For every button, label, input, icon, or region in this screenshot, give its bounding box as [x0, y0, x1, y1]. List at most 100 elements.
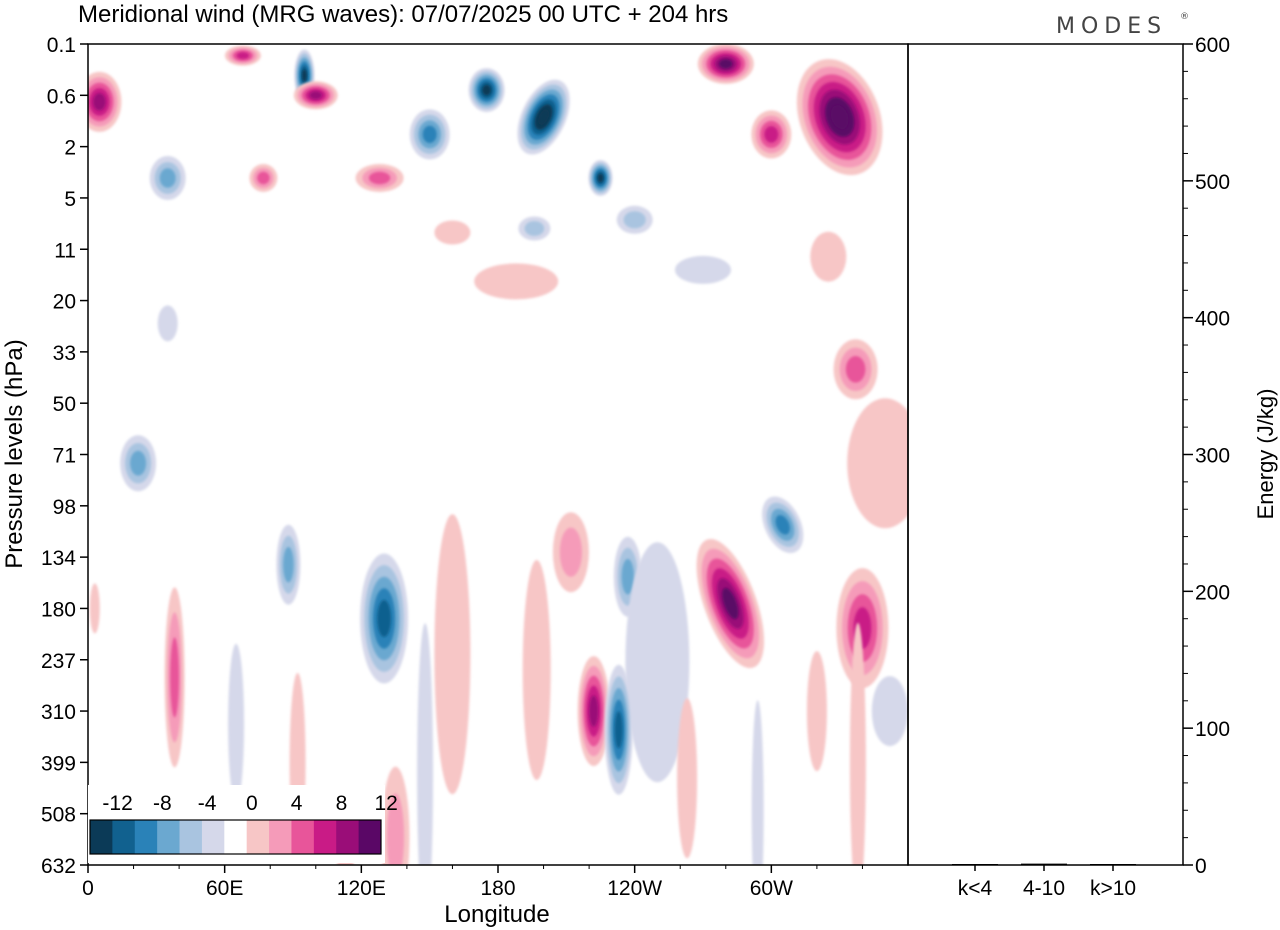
- contour-region-21-2: [845, 356, 866, 383]
- energy-bar: [1021, 863, 1067, 865]
- chart-title: Meridional wind (MRG waves): 07/07/2025 …: [78, 1, 728, 28]
- contour-region-38-0: [228, 643, 245, 804]
- contour-region-7-1: [623, 211, 646, 229]
- x-axis-label: Longitude: [444, 901, 549, 928]
- contour-region-1-6: [538, 109, 550, 125]
- contour-region-40-1: [386, 793, 405, 865]
- contour-region-30-5: [722, 587, 739, 620]
- colorbar-swatch: [313, 820, 337, 854]
- y-tick-label: 50: [53, 393, 76, 416]
- contour-region-16-2: [257, 171, 270, 185]
- y-tick-label: 2: [64, 137, 76, 160]
- wind-contours: [88, 44, 908, 865]
- y-tick-label: 0.1: [47, 34, 76, 57]
- energy-category-label: 4-10: [1023, 877, 1065, 900]
- energy-tick-label: 100: [1195, 718, 1230, 741]
- colorbar-swatch: [179, 820, 203, 854]
- contour-region-25-0: [434, 514, 471, 795]
- contour-region-10-4: [309, 91, 323, 100]
- contour-region-0-5: [302, 69, 307, 82]
- colorbar-swatch: [336, 820, 360, 854]
- contour-region-20-0: [810, 231, 847, 282]
- contour-region-45-0: [871, 676, 908, 747]
- contour-region-2-5: [482, 84, 491, 96]
- contour-region-36-4: [614, 711, 623, 749]
- colorbar-swatch: [90, 820, 113, 854]
- y-tick-label: 33: [53, 342, 76, 365]
- heatmap-panel: [87, 43, 909, 866]
- y-tick-label: 0.6: [47, 85, 76, 108]
- contour-region-3-5: [597, 173, 604, 183]
- contour-region-15-3: [764, 126, 779, 143]
- colorbar-swatch: [134, 820, 158, 854]
- y-tick-label: 632: [41, 855, 76, 878]
- energy-bar: [952, 864, 998, 865]
- contour-region-43-0: [751, 700, 764, 865]
- energy-axis-label: Energy (J/kg): [1253, 389, 1278, 520]
- modes-logo-mark: ®: [1180, 12, 1189, 22]
- contour-region-27-1: [559, 527, 583, 577]
- contour-region-28-2: [621, 558, 634, 595]
- contour-region-19-0: [474, 263, 559, 300]
- energy-tick-label: 0: [1195, 855, 1207, 878]
- y-tick-label: 11: [54, 239, 76, 262]
- colorbar-swatch: [246, 820, 270, 854]
- colorbar-label: 4: [291, 792, 303, 815]
- contour-region-4-3: [422, 125, 437, 144]
- y-tick-label: 20: [53, 291, 76, 314]
- heatmap-background: [88, 44, 908, 865]
- modes-logo: MODES: [1056, 14, 1167, 39]
- energy-category-label: k>10: [1090, 877, 1136, 900]
- energy-axis: 0 100 200 300 400 500 600: [1183, 34, 1230, 878]
- x-tick-label: 120W: [607, 877, 662, 900]
- y-tick-label: 508: [41, 804, 76, 827]
- contour-region-11-3: [236, 52, 250, 60]
- contour-region-8-0: [675, 255, 731, 284]
- colorbar-swatch: [291, 820, 315, 854]
- colorbar-legend: -12 -8 -4 0 4 8 12: [88, 785, 398, 863]
- y-tick-label: 98: [53, 496, 76, 519]
- contour-region-29-0: [625, 542, 690, 783]
- pressure-axis: 0.1 0.6 2 5 11 20 33 50 71 98 134 180 237 310 399 508 63…: [41, 34, 88, 878]
- colorbar-label: -12: [102, 792, 132, 815]
- energy-tick-label: 600: [1195, 34, 1230, 57]
- energy-bar: [1090, 864, 1136, 865]
- colorbar-label: 12: [375, 792, 398, 815]
- contour-region-44-0: [849, 622, 866, 865]
- x-tick-label: 120E: [337, 877, 386, 900]
- contour-region-24-4: [377, 599, 391, 638]
- y-tick-label: 5: [64, 188, 76, 211]
- colorbar-frame: [89, 819, 382, 855]
- y-tick-label: 237: [41, 650, 76, 673]
- energy-category-label: k<4: [958, 877, 993, 900]
- energy-tick-label: 300: [1195, 445, 1230, 468]
- contour-region-22-2: [130, 450, 147, 476]
- contour-region-13-6: [830, 104, 849, 130]
- colorbar-swatch: [201, 820, 225, 854]
- energy-tick-label: 500: [1195, 171, 1230, 194]
- contour-region-32-0: [806, 651, 827, 772]
- energy-tick-label: 400: [1195, 308, 1230, 331]
- contour-region-9-0: [157, 305, 178, 342]
- contour-region-46-0: [89, 583, 100, 634]
- contour-region-34-0: [847, 398, 908, 529]
- contour-region-26-0: [522, 560, 551, 780]
- contour-region-14-5: [719, 59, 733, 69]
- contour-region-42-0: [677, 698, 698, 859]
- contour-region-18-0: [434, 220, 471, 245]
- colorbar-swatch: [224, 820, 248, 854]
- contour-region-35-4: [589, 695, 599, 727]
- x-tick-label: 180: [480, 877, 515, 900]
- energy-bars: k<4 4-10 k>10: [952, 863, 1136, 900]
- longitude-axis: 0 60E 120E 180 120W 60W: [82, 865, 863, 900]
- contour-region-31-3: [775, 515, 790, 535]
- y-tick-label: 310: [41, 701, 76, 724]
- colorbar-swatch: [112, 820, 136, 854]
- energy-frame: [907, 43, 1184, 866]
- x-tick-label: 60E: [206, 877, 243, 900]
- colorbar-label: 0: [246, 792, 258, 815]
- x-tick-label: 0: [82, 877, 94, 900]
- colorbar-label: -4: [198, 792, 217, 815]
- colorbar-swatch: [157, 820, 181, 854]
